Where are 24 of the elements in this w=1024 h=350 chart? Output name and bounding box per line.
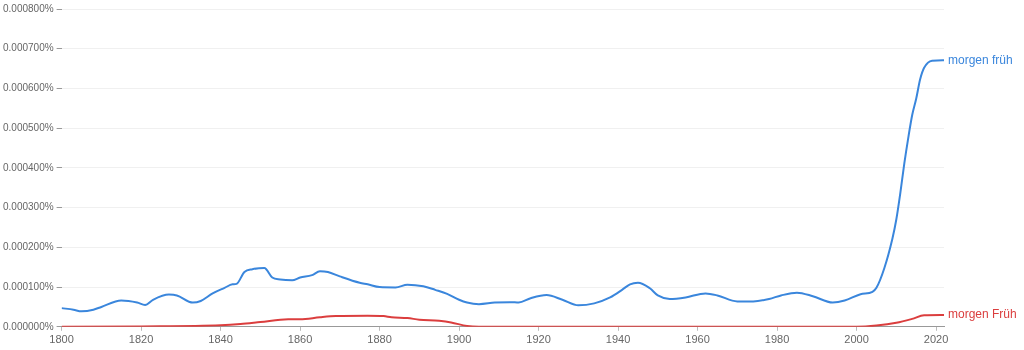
y-tick-label: 0.000200% [2,241,54,253]
y-tick-label: 0.000300% [2,201,54,213]
y-tick-label: 0.000600% [2,82,54,94]
x-tick-label: 1800 [49,333,74,346]
x-tick-label: 1960 [685,333,710,346]
y-tick-label: 0.000800% [2,2,54,14]
series-label: morgen früh [948,52,1013,67]
x-tick-label: 2020 [923,333,949,346]
y-tick-label: 0.000000% [2,320,54,332]
y-tick-label: 0.000400% [2,161,54,173]
x-tick-label: 1880 [367,333,392,346]
x-tick-label: 2000 [844,333,869,346]
x-tick-label: 1980 [764,333,790,346]
y-tick-label: 0.000500% [2,121,54,133]
x-tick-label: 1840 [208,333,233,346]
x-tick-label: 1940 [605,333,631,346]
x-tick-label: 1920 [526,333,551,346]
x-tick-label: 1860 [287,333,313,346]
series-label: morgen Früh [948,307,1017,322]
x-tick-label: 1900 [446,333,472,346]
x-tick-label: 1820 [128,333,154,346]
line-series [61,59,944,313]
y-tick-label: 0.000700% [2,42,54,54]
y-tick-label: 0.000100% [2,280,54,292]
